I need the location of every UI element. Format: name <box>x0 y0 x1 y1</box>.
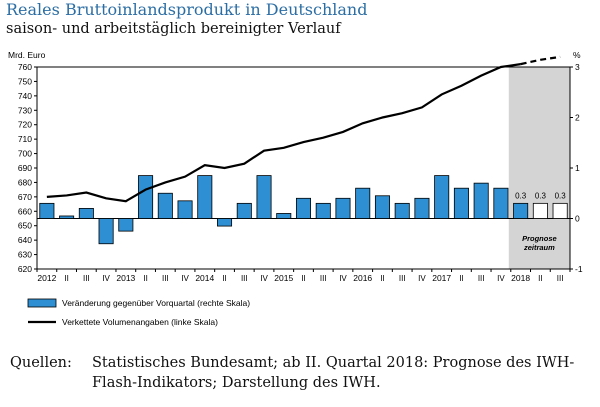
quarter-label: II <box>301 274 305 283</box>
bar <box>98 218 114 245</box>
left-tick-label: 630 <box>18 250 32 260</box>
quarter-label: II <box>459 274 463 283</box>
bar <box>236 202 252 219</box>
right-tick-label: 0 <box>575 214 580 224</box>
bar <box>473 182 489 219</box>
left-tick-label: 740 <box>18 91 32 101</box>
bar <box>493 187 509 219</box>
left-tick-label: 690 <box>18 163 32 173</box>
bar <box>276 213 292 219</box>
quarter-label: IV <box>181 274 189 283</box>
source-text: Statistisches Bundesamt; ab II. Quartal … <box>92 355 575 391</box>
year-label: 2016 <box>353 273 372 283</box>
bar <box>453 187 469 219</box>
bar <box>394 202 410 219</box>
quarter-label: III <box>83 274 90 283</box>
legend-label-bars: Veränderung gegenüber Vorquartal (rechte… <box>62 298 250 308</box>
plot-frame <box>36 66 571 270</box>
data-label: 0.3 <box>535 191 547 200</box>
year-label: 2013 <box>116 273 135 283</box>
year-label: 2017 <box>432 273 451 283</box>
bar <box>78 207 94 219</box>
forecast-bar <box>532 202 548 219</box>
quarter-label: II <box>64 274 68 283</box>
data-label: 0.3 <box>555 191 567 200</box>
quarter-label: IV <box>102 274 110 283</box>
quarter-label: III <box>162 274 169 283</box>
year-label: 2018 <box>511 273 530 283</box>
quarter-label: IV <box>418 274 426 283</box>
bar <box>39 202 55 219</box>
left-tick-label: 680 <box>18 177 32 187</box>
left-tick-label: 650 <box>18 221 32 231</box>
year-label: 2014 <box>195 273 214 283</box>
right-tick-label: -1 <box>575 264 583 274</box>
year-label: 2015 <box>274 273 293 283</box>
bar <box>434 175 450 219</box>
forecast-label: Prognose <box>522 234 557 243</box>
left-tick-label: 640 <box>18 235 32 245</box>
volume-line-forecast <box>520 55 561 66</box>
bar <box>414 197 430 219</box>
year-label: 2012 <box>37 273 56 283</box>
forecast-label: zeitraum <box>523 243 555 252</box>
bar <box>197 175 213 219</box>
bar <box>295 197 312 219</box>
bar <box>59 215 75 219</box>
bar <box>118 218 134 232</box>
left-tick-label: 660 <box>18 206 32 216</box>
bar <box>374 195 390 219</box>
source-label: Quellen: <box>10 355 72 371</box>
left-tick-label: 620 <box>18 264 32 274</box>
left-tick-label: 760 <box>18 62 32 72</box>
bar <box>256 175 272 219</box>
quarter-label: III <box>478 274 485 283</box>
bar <box>355 187 371 219</box>
legend-swatch-bars <box>27 298 57 308</box>
legend-label-line: Verkettete Volumenangaben (linke Skala) <box>62 317 218 327</box>
forecast-bar <box>552 202 568 219</box>
quarter-label: III <box>557 274 564 283</box>
left-tick-label: 670 <box>18 192 32 202</box>
quarter-label: III <box>241 274 248 283</box>
quarter-label: II <box>380 274 384 283</box>
bar <box>217 218 233 227</box>
forecast-band <box>508 67 570 269</box>
right-tick-label: 1 <box>575 163 580 173</box>
left-tick-label: 730 <box>18 105 32 115</box>
quarter-label: III <box>399 274 406 283</box>
bar <box>138 175 154 219</box>
bar <box>513 202 529 219</box>
left-tick-label: 750 <box>18 76 32 86</box>
bar <box>315 202 331 219</box>
quarter-label: II <box>538 274 542 283</box>
quarter-label: IV <box>260 274 268 283</box>
bar <box>177 200 193 219</box>
right-axis-unit: % <box>573 50 581 60</box>
data-label: 0.3 <box>515 191 527 200</box>
left-tick-label: 720 <box>18 120 32 130</box>
chart-title: Reales Bruttoinlandsprodukt in Deutschla… <box>6 0 368 19</box>
quarter-label: III <box>320 274 327 283</box>
volume-line <box>46 63 521 203</box>
chart-subtitle: saison- und arbeitstäglich bereinigter V… <box>6 21 341 37</box>
left-axis-unit: Mrd. Euro <box>8 50 46 60</box>
quarter-label: IV <box>497 274 505 283</box>
quarter-label: IV <box>339 274 347 283</box>
bar <box>157 192 173 219</box>
gdp-chart: 620 630 640 650 660 670 680 690 700 710 720 730 740 7… <box>8 50 583 327</box>
bar <box>335 197 351 219</box>
quarter-label: II <box>143 274 147 283</box>
right-tick-label: 2 <box>575 113 580 123</box>
right-tick-label: 3 <box>575 62 580 72</box>
left-tick-label: 710 <box>18 134 32 144</box>
left-tick-label: 700 <box>18 149 32 159</box>
quarter-label: II <box>222 274 226 283</box>
